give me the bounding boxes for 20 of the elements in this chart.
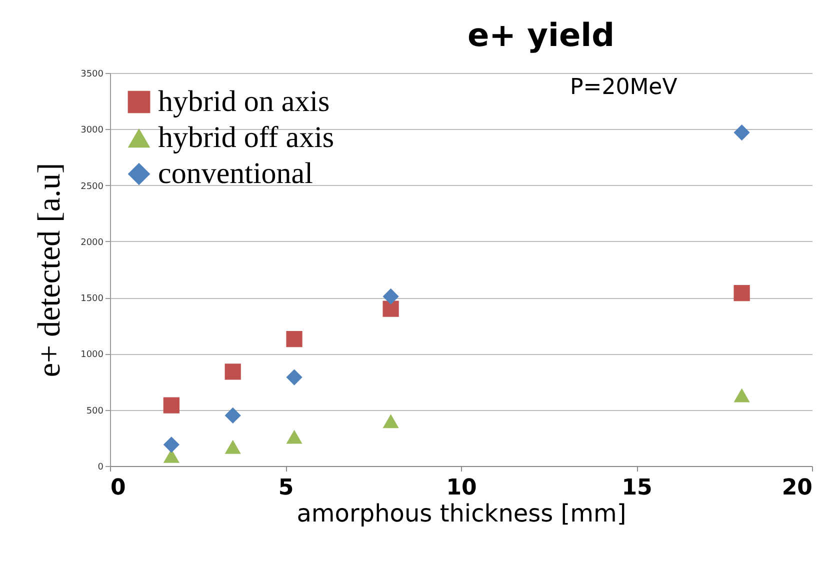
y-tick-label: 3500 xyxy=(80,70,104,80)
y-tick-label: 2000 xyxy=(80,238,104,248)
x-tick-label: 5 xyxy=(278,476,294,500)
x-tick-label: 15 xyxy=(622,476,652,500)
x-tick-label: 20 xyxy=(782,476,812,500)
legend-label: conventional xyxy=(158,157,313,190)
y-tick-label: 1000 xyxy=(80,350,104,360)
y-tick-label: 2500 xyxy=(80,182,104,192)
legend-label: hybrid off axis xyxy=(158,121,334,154)
annotation: P=20MeV xyxy=(570,75,678,100)
y-tick-label: 3000 xyxy=(80,126,104,136)
x-tick-label: 10 xyxy=(446,476,477,500)
y-axis-title: e+ detected [a.u] xyxy=(30,162,67,378)
chart-title: e+ yield xyxy=(467,16,615,54)
legend-label: hybrid on axis xyxy=(158,85,330,118)
y-tick-label: 500 xyxy=(86,406,104,416)
x-axis-title: amorphous thickness [mm] xyxy=(296,500,626,528)
x-tick-label: 0 xyxy=(110,476,126,500)
y-tick-label: 1500 xyxy=(80,294,104,304)
y-tick-label: 0 xyxy=(98,462,104,472)
